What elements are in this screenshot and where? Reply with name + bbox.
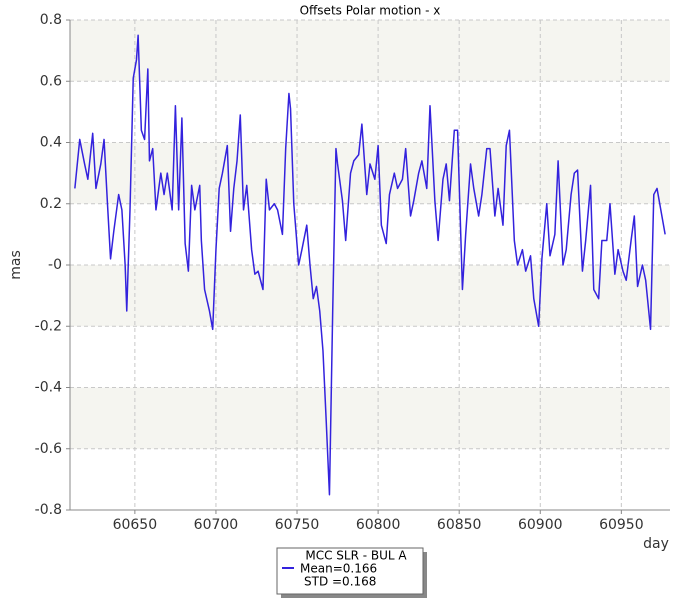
plot-band [70,20,670,82]
plot-area [74,34,666,496]
plot-background [70,20,670,510]
x-tick-label: 60850 [437,517,482,533]
y-tick-label: -0.6 [35,441,62,457]
legend-box [276,547,424,595]
plot-band [70,265,670,327]
legend: MCC SLR - BUL A Mean=0.166 STD =0.168 [276,547,427,598]
y-axis-label: mas [8,250,24,280]
legend-note: Mean=0.166 [300,562,377,576]
y-tick-label: -0.8 [35,502,62,518]
y-tick-label: -0.2 [35,318,62,334]
x-axis-label: day [643,536,669,552]
x-tick-label: 60900 [518,517,563,533]
legend-label: MCC SLR - BUL A [305,549,407,563]
x-tick-label: 60950 [599,517,644,533]
x-tick-label: 60700 [194,517,239,533]
x-tick-label: 60650 [113,517,158,533]
y-tick-label: -0 [48,257,62,273]
plot-band [70,387,670,449]
x-tick-label: 60800 [356,517,401,533]
y-tick-label: 0.6 [40,73,62,89]
y-tick-label: -0.4 [35,380,62,396]
axes [66,19,670,514]
legend-note: STD =0.168 [304,575,376,589]
x-tick-label: 60750 [275,517,320,533]
chart-title: Offsets Polar motion - x [300,4,441,18]
plot-band [70,142,670,204]
y-tick-label: 0.4 [40,135,62,151]
data-line [74,34,666,496]
y-tick-label: 0.8 [40,12,62,28]
y-tick-label: 0.2 [40,196,62,212]
